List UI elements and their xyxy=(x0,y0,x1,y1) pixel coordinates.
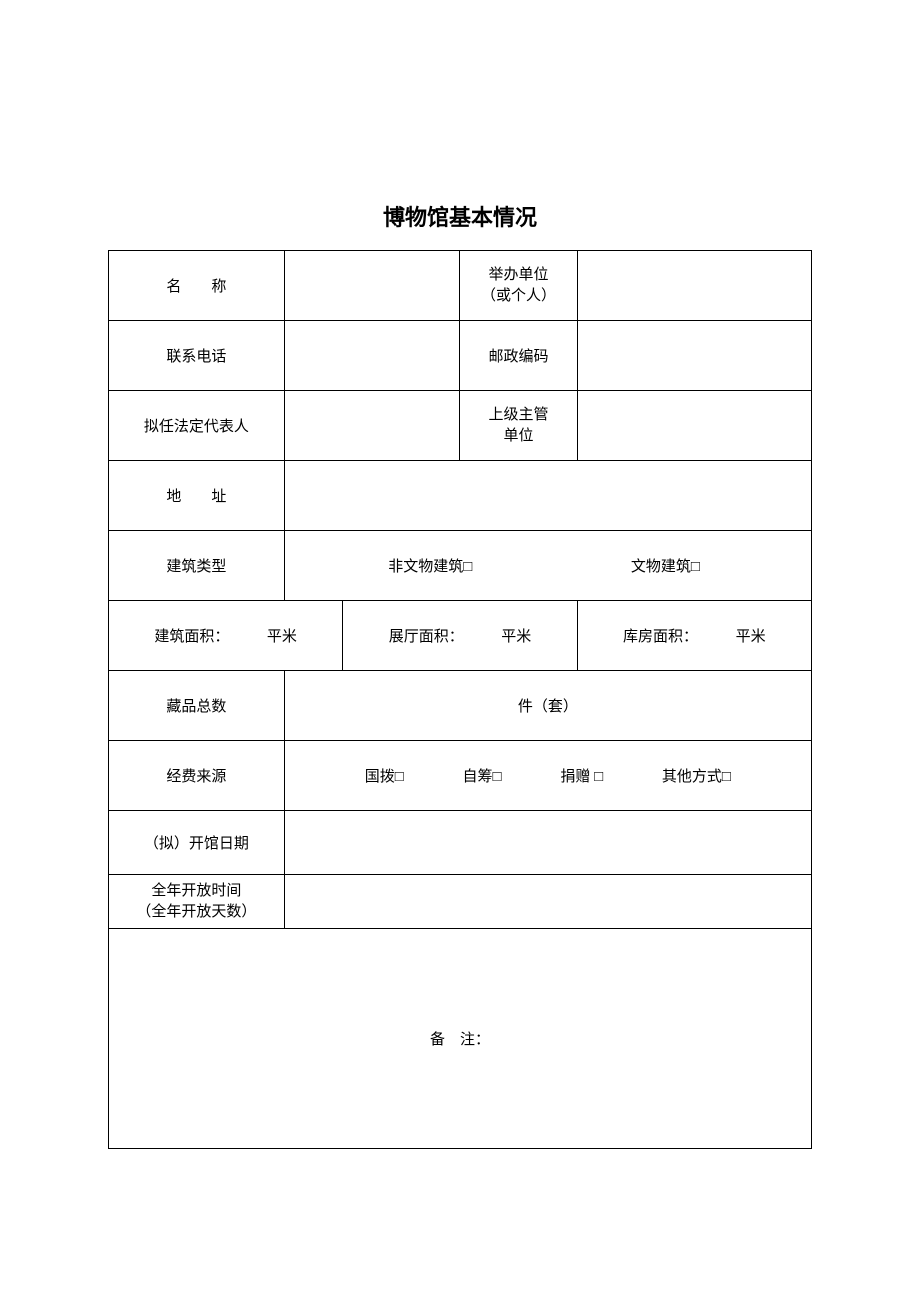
value-collection-total[interactable]: 件（套） xyxy=(284,671,811,741)
checkbox-heritage[interactable]: 文物建筑□ xyxy=(550,555,781,576)
value-address[interactable] xyxy=(284,461,811,531)
value-open-date[interactable] xyxy=(284,811,811,875)
value-phone[interactable] xyxy=(284,321,460,391)
storage-area-cell[interactable]: 库房面积： 平米 xyxy=(577,601,811,671)
label-hall-area: 展厅面积： xyxy=(389,629,464,645)
unit-piece-set: 件（套） xyxy=(518,699,578,715)
checkbox-fund-self[interactable]: 自筹□ xyxy=(463,765,502,786)
unit-sqm-1: 平米 xyxy=(267,629,297,645)
label-building-area: 建筑面积： xyxy=(154,629,229,645)
label-address: 地 址 xyxy=(109,461,285,531)
label-phone: 联系电话 xyxy=(109,321,285,391)
notes-cell[interactable]: 备 注： xyxy=(109,929,812,1149)
value-annual-open[interactable] xyxy=(284,875,811,929)
value-postcode[interactable] xyxy=(577,321,811,391)
label-annual-open-line2: （全年开放天数） xyxy=(136,904,256,920)
label-annual-open-line1: 全年开放时间 xyxy=(151,883,241,899)
checkbox-fund-donate[interactable]: 捐赠 □ xyxy=(560,765,603,786)
funding-options: 国拨□ 自筹□ 捐赠 □ 其他方式□ xyxy=(284,741,811,811)
page-container: 博物馆基本情况 名 称 举办单位 （或个人） 联系电话 邮政编码 xyxy=(0,0,920,1149)
value-legal-rep[interactable] xyxy=(284,391,460,461)
label-organizer: 举办单位 （或个人） xyxy=(460,251,577,321)
label-organizer-line2: （或个人） xyxy=(481,288,556,304)
label-postcode: 邮政编码 xyxy=(460,321,577,391)
label-supervisor-line2: 单位 xyxy=(504,428,534,444)
form-title: 博物馆基本情况 xyxy=(108,200,812,232)
label-funding-source: 经费来源 xyxy=(109,741,285,811)
value-organizer[interactable] xyxy=(577,251,811,321)
value-name[interactable] xyxy=(284,251,460,321)
label-building-type: 建筑类型 xyxy=(109,531,285,601)
label-storage-area: 库房面积： xyxy=(623,629,698,645)
value-supervisor[interactable] xyxy=(577,391,811,461)
label-supervisor-line1: 上级主管 xyxy=(489,407,549,423)
label-supervisor: 上级主管 单位 xyxy=(460,391,577,461)
hall-area-cell[interactable]: 展厅面积： 平米 xyxy=(343,601,577,671)
label-collection-total: 藏品总数 xyxy=(109,671,285,741)
museum-info-table: 名 称 举办单位 （或个人） 联系电话 邮政编码 拟任法定代表人 上级主管 单位 xyxy=(108,250,812,1149)
checkbox-non-heritage[interactable]: 非文物建筑□ xyxy=(315,555,546,576)
label-notes: 备 注： xyxy=(430,1032,490,1048)
unit-sqm-2: 平米 xyxy=(501,629,531,645)
label-annual-open: 全年开放时间 （全年开放天数） xyxy=(109,875,285,929)
label-open-date: （拟）开馆日期 xyxy=(109,811,285,875)
checkbox-fund-other[interactable]: 其他方式□ xyxy=(662,765,731,786)
label-organizer-line1: 举办单位 xyxy=(489,267,549,283)
building-type-options: 非文物建筑□ 文物建筑□ xyxy=(284,531,811,601)
label-name: 名 称 xyxy=(109,251,285,321)
building-area-cell[interactable]: 建筑面积： 平米 xyxy=(109,601,343,671)
unit-sqm-3: 平米 xyxy=(736,629,766,645)
checkbox-fund-state[interactable]: 国拨□ xyxy=(365,765,404,786)
label-legal-rep: 拟任法定代表人 xyxy=(109,391,285,461)
